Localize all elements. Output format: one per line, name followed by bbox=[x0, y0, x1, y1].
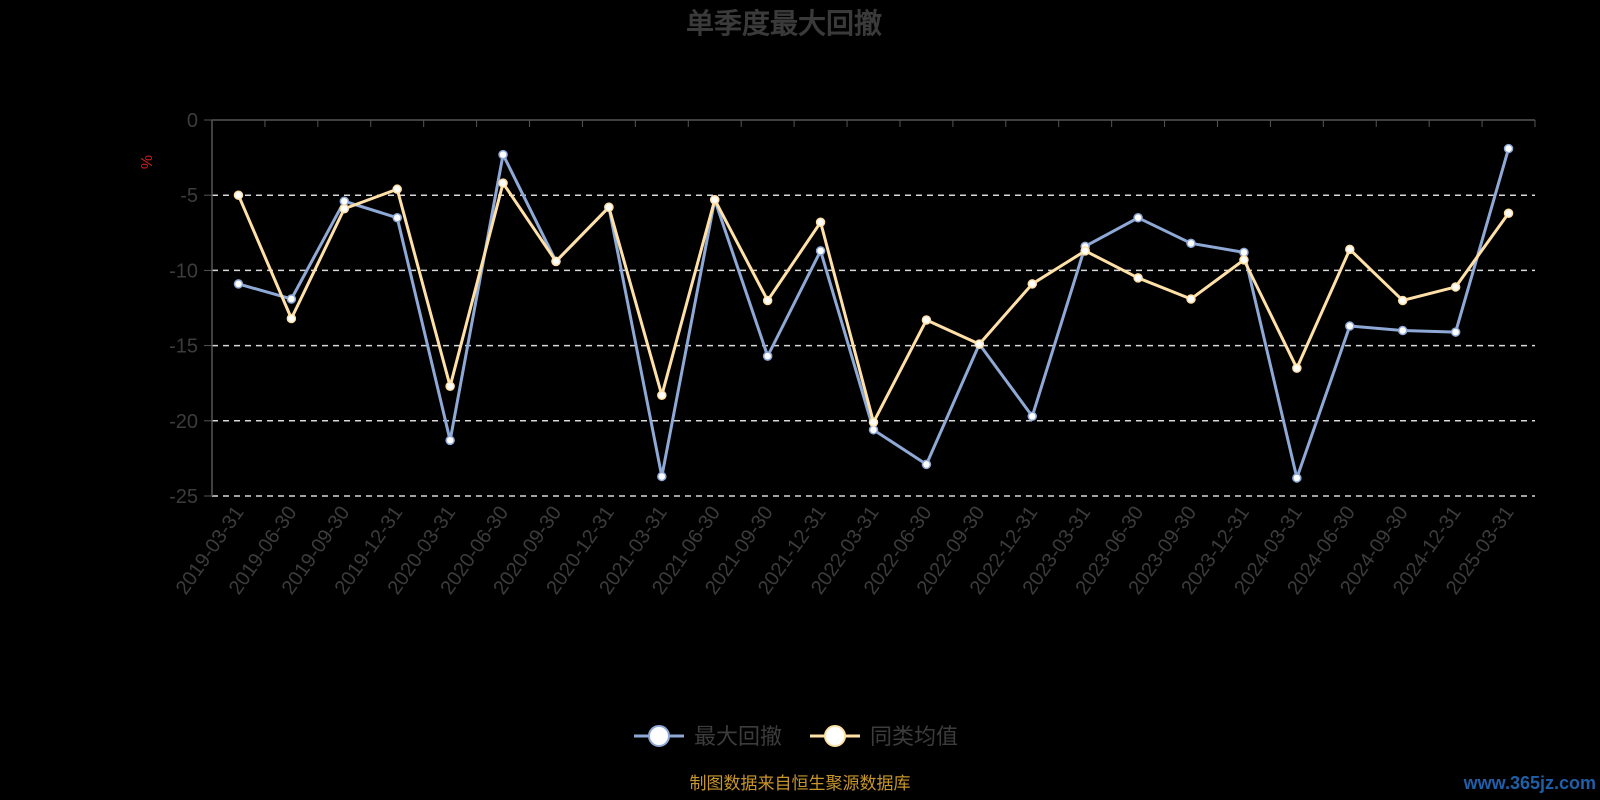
y-tick-label: 0 bbox=[187, 110, 198, 132]
y-tick-label: -10 bbox=[169, 260, 198, 282]
grid-lines bbox=[212, 194, 1535, 497]
data-point bbox=[921, 459, 932, 470]
data-point bbox=[339, 203, 350, 214]
site-watermark: www.365jz.com bbox=[1463, 773, 1596, 793]
data-point bbox=[498, 178, 508, 188]
data-point bbox=[233, 190, 244, 200]
data-point bbox=[762, 351, 773, 361]
y-tick-label: -5 bbox=[180, 185, 198, 207]
data-point bbox=[1450, 327, 1461, 337]
data-point bbox=[709, 194, 720, 205]
data-point bbox=[1503, 208, 1514, 218]
series-lines bbox=[233, 143, 1514, 483]
data-point bbox=[815, 246, 826, 256]
legend-marker bbox=[824, 725, 846, 747]
legend-label: 同类均值 bbox=[870, 724, 958, 749]
data-point bbox=[1133, 213, 1143, 223]
y-tick-labels: 0 -5 -10 -15 -20 -25 bbox=[169, 110, 198, 508]
data-point bbox=[974, 339, 985, 349]
data-point bbox=[762, 295, 773, 306]
data-point bbox=[233, 279, 244, 289]
data-point bbox=[1027, 279, 1038, 289]
data-point bbox=[1186, 238, 1196, 249]
data-point bbox=[1503, 143, 1514, 154]
data-point bbox=[1397, 325, 1408, 336]
data-point bbox=[657, 471, 667, 482]
data-point bbox=[392, 213, 402, 223]
data-point bbox=[1292, 473, 1302, 483]
data-point bbox=[286, 313, 297, 324]
data-point bbox=[1027, 411, 1038, 422]
y-tick-label: -20 bbox=[169, 411, 198, 433]
data-point bbox=[1397, 295, 1408, 306]
x-tick-labels: 2019-03-312019-06-302019-09-302019-12-31… bbox=[172, 502, 1519, 598]
y-tick-label: -25 bbox=[169, 486, 198, 508]
data-point bbox=[1080, 246, 1090, 256]
legend-label: 最大回撤 bbox=[694, 724, 782, 749]
data-point bbox=[1345, 321, 1355, 331]
data-point bbox=[1345, 244, 1355, 255]
y-tick-label: -15 bbox=[169, 336, 198, 358]
data-point bbox=[1450, 282, 1461, 292]
legend-marker bbox=[648, 725, 670, 747]
data-point bbox=[551, 256, 561, 267]
data-point bbox=[1292, 363, 1302, 373]
legend-item-1[interactable]: 最大回撤 bbox=[634, 724, 782, 749]
data-point bbox=[445, 381, 455, 391]
data-point bbox=[445, 435, 455, 446]
data-point bbox=[921, 315, 932, 325]
data-point bbox=[1239, 255, 1249, 265]
data-point bbox=[657, 390, 667, 400]
data-point bbox=[1186, 294, 1196, 304]
chart-title: 单季度最大回撤 bbox=[686, 7, 882, 39]
data-point bbox=[868, 417, 879, 428]
legend[interactable]: 最大回撤 同类均值 bbox=[634, 724, 958, 749]
y-axis-unit: % bbox=[139, 155, 156, 169]
data-point bbox=[1133, 273, 1143, 283]
legend-item-2[interactable]: 同类均值 bbox=[810, 724, 958, 749]
axes bbox=[204, 119, 1536, 497]
data-point bbox=[286, 294, 297, 304]
data-point bbox=[498, 149, 508, 160]
data-point bbox=[815, 217, 826, 228]
data-point bbox=[392, 184, 402, 194]
series-line-2 bbox=[237, 181, 1510, 424]
data-source-note: 制图数据来自恒生聚源数据库 bbox=[690, 774, 911, 793]
data-point bbox=[604, 202, 614, 212]
